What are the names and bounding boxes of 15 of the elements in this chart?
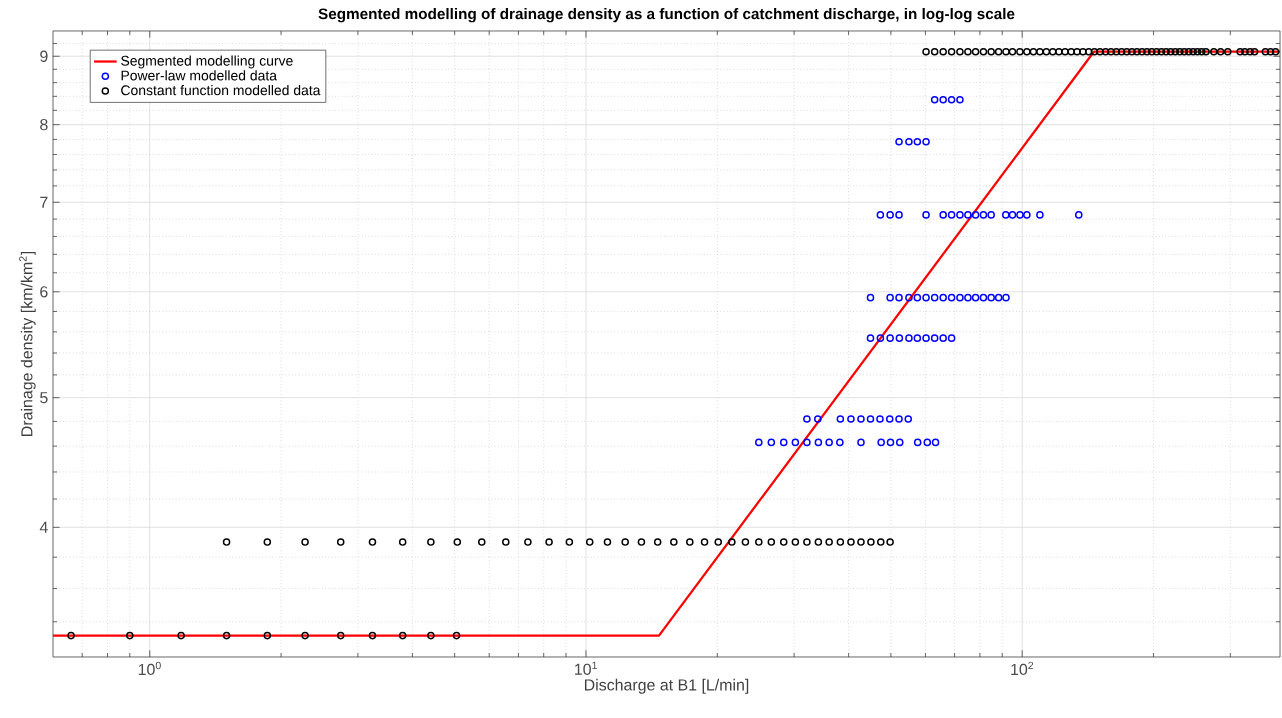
y-axis-title: Drainage density [km/km$^{2}$]	[19, 251, 36, 436]
y-tick-label: 7	[40, 196, 48, 208]
chart-title: Segmented modelling of drainage density as a function of catchment discharge, in log-log scale	[318, 8, 1015, 23]
y-tick-label: 8	[40, 119, 48, 131]
y-tick-label: 6	[40, 286, 48, 298]
y-tick-label: 4	[39, 521, 48, 533]
x-tick-label: 10$^{1}$	[575, 661, 597, 675]
legend-label: Power-law modelled data	[121, 70, 278, 81]
x-tick-label: 10$^{0}$	[138, 661, 161, 676]
x-tick-label: 10$^{2}$	[1011, 661, 1034, 676]
x-axis-title: Discharge at B1 [L/min]	[584, 678, 749, 694]
legend-label: Segmented modelling curve	[121, 55, 293, 69]
y-tick-label: 5	[40, 392, 48, 404]
legend-label: Constant function modelled data	[121, 84, 321, 96]
y-tick-label: 9	[40, 50, 48, 62]
